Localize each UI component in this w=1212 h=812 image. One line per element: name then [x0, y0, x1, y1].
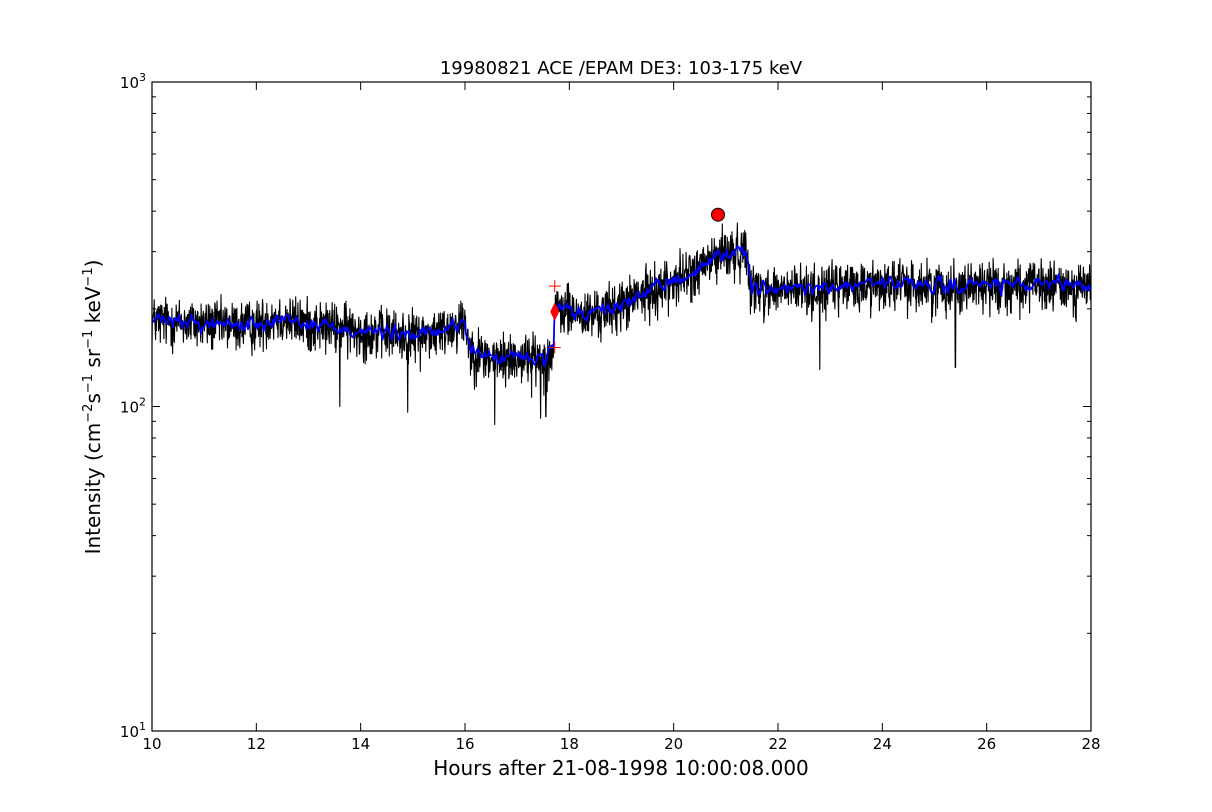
x-tick-label: 14 [351, 735, 370, 753]
x-tick-label: 18 [560, 735, 579, 753]
onset-upper-bound-marker [548, 280, 561, 293]
chart-title: 19980821 ACE /EPAM DE3: 103-175 keV [440, 58, 803, 79]
x-axis-label: Hours after 21-08-1998 10:00:08.000 [433, 756, 809, 780]
x-tick-label: 20 [664, 735, 683, 753]
axes: 10 12 14 16 18 20 22 24 26 28 101 102 103 [120, 71, 1101, 753]
x-tick-label: 10 [142, 735, 161, 753]
y-tick-label: 102 [120, 396, 146, 417]
y-tick-label: 101 [120, 720, 146, 741]
y-axis-label: Intensity (cm−2s−1 sr−1 keV−1) [81, 260, 105, 555]
onset-marker [550, 302, 560, 321]
smoothed-series-line [152, 245, 1091, 368]
plot-area [152, 207, 1091, 426]
y-tick-label: 103 [120, 71, 146, 92]
peak-marker [711, 207, 726, 222]
x-tick-label: 22 [768, 735, 787, 753]
x-tick-label: 12 [247, 735, 266, 753]
x-tick-label: 16 [455, 735, 474, 753]
x-tick-label: 28 [1081, 735, 1100, 753]
plot-frame [151, 81, 1092, 732]
raw-series-line [152, 222, 1091, 426]
x-tick-label: 26 [977, 735, 996, 753]
onset-lower-bound-marker [548, 341, 561, 354]
x-tick-label: 24 [873, 735, 892, 753]
